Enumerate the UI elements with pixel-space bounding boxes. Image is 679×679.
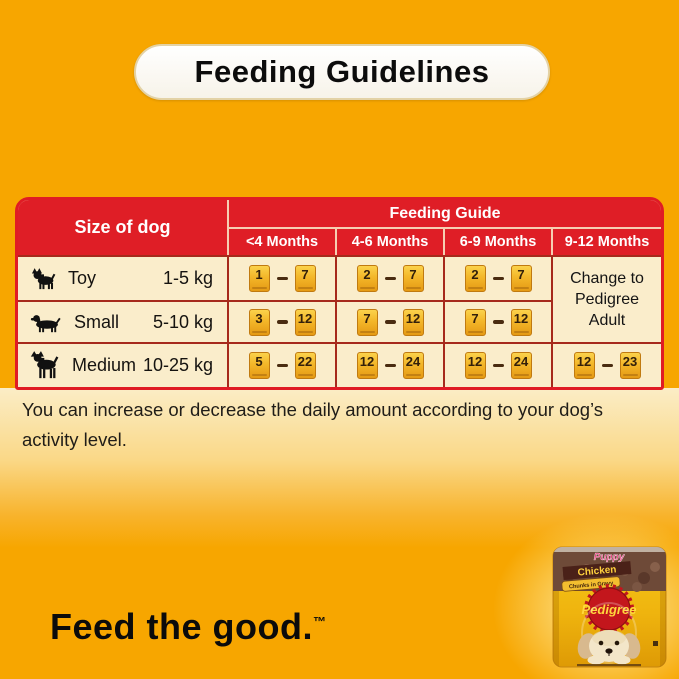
pouch-count-icon: 2 [464, 265, 486, 292]
toy-dog-icon [31, 267, 56, 289]
month-header-0: <4 Months [229, 229, 337, 255]
puppy-label: Puppy [594, 552, 625, 563]
puppy-face-illustration [577, 630, 641, 665]
range-dash-icon [492, 276, 504, 281]
flavor-label: Chicken [577, 564, 617, 578]
range-dash-icon [384, 276, 396, 281]
table-row-medium-size: Medium 10-25 kg [18, 342, 229, 387]
range-dash-icon [384, 320, 396, 324]
dog-size-name: Medium [72, 355, 137, 375]
range-dash-icon [492, 320, 504, 324]
product-pouch-image: Puppy Chicken Chunks in Gravy Pedigree [552, 546, 667, 668]
dog-weight: 10-25 kg [142, 355, 213, 375]
pouch-count-icon: 2 [356, 265, 378, 292]
title-banner: Feeding Guidelines [134, 44, 550, 100]
range-cell: 3 12 [229, 300, 337, 342]
range-cell: 7 12 [337, 300, 445, 342]
pouch-count-icon: 3 [248, 308, 270, 336]
dog-weight: 5-10 kg [152, 311, 213, 332]
range-dash-icon [601, 363, 613, 368]
dog-size-name: Small [74, 311, 120, 332]
range-dash-icon [384, 363, 396, 368]
pouch-count-icon: 1 [248, 265, 270, 292]
trademark-symbol: ™ [313, 614, 327, 629]
pouch-count-icon: 5 [248, 352, 270, 379]
small-dog-icon [30, 314, 61, 332]
tagline-text: Feed the good. [50, 606, 313, 647]
pouch-count-icon: 24 [510, 352, 532, 379]
range-dash-icon [492, 363, 504, 368]
table-row-toy-size: Toy 1-5 kg [18, 255, 229, 300]
page-title: Feeding Guidelines [194, 54, 490, 89]
pouch-count-icon: 12 [356, 352, 378, 379]
range-cell: 7 12 [445, 300, 553, 342]
size-of-dog-header: Size of dog [18, 200, 229, 255]
pedigree-logo: Pedigree [582, 602, 637, 617]
range-dash-icon [276, 320, 288, 324]
feeding-guide-table: Size of dog Feeding Guide <4 Months 4-6 … [15, 197, 664, 390]
month-header-3: 9-12 Months [553, 229, 661, 255]
pouch-count-icon: 7 [356, 308, 378, 336]
range-cell: 1 7 [229, 255, 337, 300]
pouch-count-icon: 24 [402, 352, 424, 379]
pouch-count-icon: 7 [464, 308, 486, 336]
pouch-count-icon: 12 [573, 352, 595, 379]
pouch-count-icon: 12 [510, 308, 532, 336]
feeding-guide-header: Feeding Guide [229, 200, 661, 229]
feeding-guide-label: Feeding Guide [389, 204, 501, 222]
change-to-adult-cell: Change to Pedigree Adult [553, 255, 661, 342]
range-cell: 12 24 [445, 342, 553, 387]
dog-size-name: Toy [68, 268, 97, 288]
pouch-count-icon: 12 [402, 308, 424, 336]
pouch-count-icon: 7 [402, 265, 424, 292]
range-dash-icon [276, 276, 288, 281]
range-dash-icon [276, 363, 288, 368]
style-label: Chunks in Gravy [569, 580, 615, 590]
range-cell: 2 7 [337, 255, 445, 300]
table-row-small-size: Small 5-10 kg [18, 300, 229, 342]
pouch-count-icon: 22 [294, 352, 316, 379]
range-cell: 12 23 [553, 342, 661, 387]
month-header-2: 6-9 Months [445, 229, 553, 255]
dog-weight: 1-5 kg [162, 268, 213, 288]
pouch-count-icon: 12 [294, 308, 316, 336]
pouch-count-icon: 7 [294, 265, 316, 292]
activity-note: You can increase or decrease the daily a… [22, 399, 604, 450]
range-cell: 12 24 [337, 342, 445, 387]
medium-dog-icon [30, 351, 59, 379]
range-cell: 5 22 [229, 342, 337, 387]
pouch-count-icon: 7 [510, 265, 532, 292]
month-header-1: 4-6 Months [337, 229, 445, 255]
range-cell: 2 7 [445, 255, 553, 300]
pouch-mark-icon [653, 641, 658, 646]
pouch-count-icon: 12 [464, 352, 486, 379]
pouch-count-icon: 23 [619, 352, 641, 379]
brand-tagline: Feed the good.™ [50, 606, 327, 648]
size-of-dog-label: Size of dog [74, 217, 171, 237]
